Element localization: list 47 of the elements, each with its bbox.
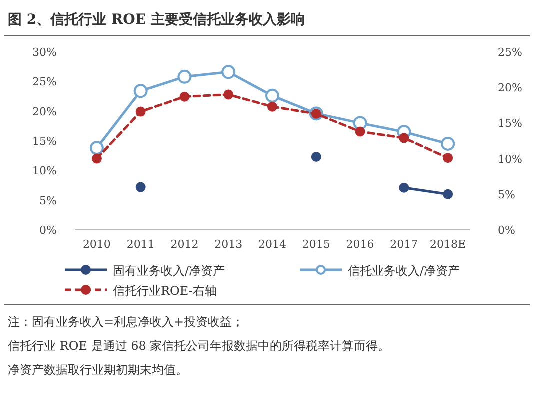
point	[90, 141, 104, 156]
legend-label: 信托行业ROE-右轴	[113, 284, 217, 298]
point	[355, 126, 366, 137]
y-tick-label: 30%	[32, 46, 57, 59]
y-tick-label: 10%	[32, 164, 57, 178]
point	[224, 90, 234, 100]
x-tick-label: 2012	[170, 238, 199, 251]
x-tick-label: 2014	[258, 238, 286, 251]
legend-label: 固有业务收入/净资产	[113, 264, 226, 278]
y-tick-label: 20%	[32, 105, 57, 118]
point	[266, 88, 280, 103]
legend-label: 信托业务收入/净资产	[348, 264, 460, 278]
y2-tick-label: 5%	[498, 188, 516, 202]
x-tick-label: 2011	[126, 238, 155, 251]
point	[222, 65, 236, 80]
point	[180, 92, 190, 102]
point	[268, 102, 278, 112]
text: 信托行业 ROE 是通过 68 家信托公司年报数据中的所得税率计算而得。	[8, 339, 390, 353]
point	[443, 189, 454, 200]
point	[441, 136, 456, 151]
point	[92, 154, 102, 164]
y-tick-label: 5%	[40, 194, 57, 208]
point	[399, 133, 410, 144]
x-tick-label: 2017	[390, 238, 418, 251]
y-tick-label: 15%	[32, 135, 57, 148]
y2-tick-label: 20%	[498, 82, 522, 95]
text: 净资产数据取行业期初期末均值。	[8, 363, 188, 377]
x-tick-label: 2010	[82, 238, 111, 251]
y2-tick-label: 0%	[498, 224, 516, 237]
point	[178, 70, 192, 84]
point	[399, 182, 410, 193]
point	[311, 152, 322, 162]
point	[134, 84, 148, 98]
x-tick-label: 2018E	[430, 238, 466, 251]
x-tick-label: 2013	[214, 238, 243, 251]
point	[136, 182, 146, 192]
point	[443, 153, 454, 164]
x-tick-label: 2015	[302, 238, 330, 251]
chart-title: 图 2、信托行业 ROE 主要受信托业务收入影响	[8, 11, 305, 28]
y2-tick-label: 15%	[498, 117, 522, 130]
point	[136, 106, 146, 117]
x-tick-label: 2016	[346, 238, 374, 251]
y2-tick-label: 10%	[498, 152, 522, 166]
text: 注：固有业务收入=利息净收入+投资收益；	[8, 315, 244, 329]
y-tick-label: 0%	[40, 224, 57, 237]
y2-tick-label: 25%	[498, 46, 522, 59]
y-tick-label: 25%	[32, 76, 57, 89]
